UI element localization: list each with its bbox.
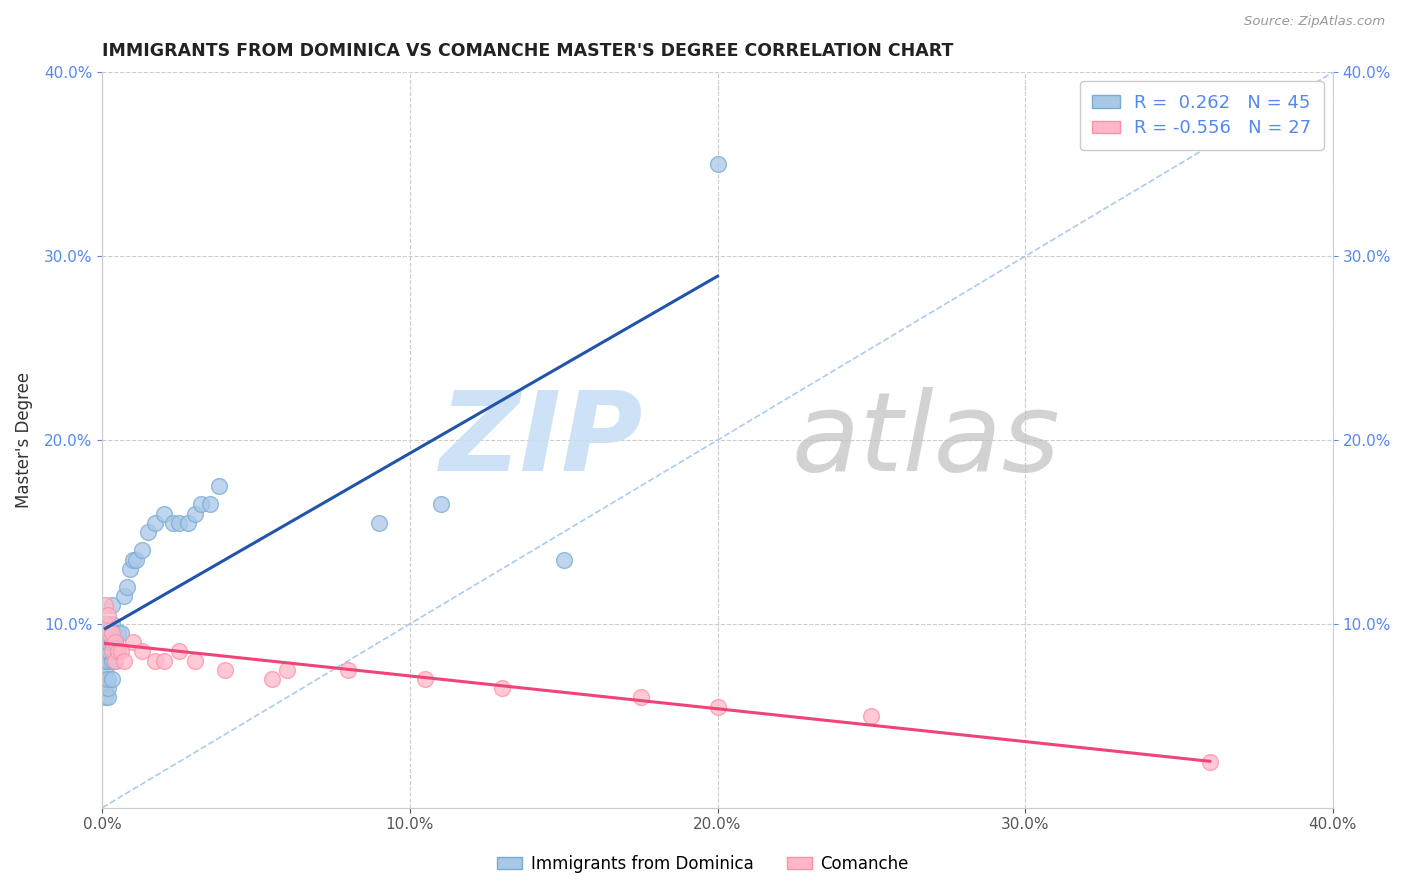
Point	[122, 552, 145, 566]
Text: ZIP: ZIP	[440, 386, 644, 493]
Point	[97, 690, 120, 705]
Point	[107, 644, 129, 658]
Point	[125, 552, 148, 566]
Point	[112, 589, 135, 603]
Point	[198, 497, 221, 511]
Point	[706, 699, 728, 714]
Point	[630, 690, 652, 705]
Point	[112, 654, 135, 668]
Point	[94, 663, 117, 677]
Point	[177, 516, 200, 530]
Point	[118, 562, 141, 576]
Point	[104, 654, 127, 668]
Point	[415, 672, 437, 686]
Point	[190, 497, 212, 511]
Point	[143, 516, 166, 530]
Point	[107, 644, 129, 658]
Point	[138, 524, 160, 539]
Point	[97, 654, 120, 668]
Legend: Immigrants from Dominica, Comanche: Immigrants from Dominica, Comanche	[491, 848, 915, 880]
Point	[153, 654, 176, 668]
Point	[429, 497, 451, 511]
Point	[97, 616, 120, 631]
Point	[97, 681, 120, 696]
Point	[100, 672, 122, 686]
Point	[276, 663, 298, 677]
Point	[94, 599, 117, 613]
Point	[94, 635, 117, 649]
Point	[167, 516, 190, 530]
Point	[183, 507, 205, 521]
Point	[94, 626, 117, 640]
Point	[491, 681, 513, 696]
Point	[153, 507, 176, 521]
Point	[100, 644, 122, 658]
Point	[553, 552, 575, 566]
Point	[100, 599, 122, 613]
Point	[100, 635, 122, 649]
Point	[94, 616, 117, 631]
Point	[97, 607, 120, 622]
Point	[183, 654, 205, 668]
Point	[131, 543, 153, 558]
Point	[104, 635, 127, 649]
Point	[100, 654, 122, 668]
Point	[97, 635, 120, 649]
Point	[97, 626, 120, 640]
Point	[97, 672, 120, 686]
Point	[115, 580, 138, 594]
Point	[208, 479, 231, 493]
Point	[368, 516, 391, 530]
Point	[162, 516, 184, 530]
Point	[107, 626, 129, 640]
Point	[94, 690, 117, 705]
Point	[860, 708, 883, 723]
Point	[110, 644, 132, 658]
Point	[97, 644, 120, 658]
Point	[100, 616, 122, 631]
Point	[104, 635, 127, 649]
Text: atlas: atlas	[792, 386, 1060, 493]
Text: IMMIGRANTS FROM DOMINICA VS COMANCHE MASTER'S DEGREE CORRELATION CHART: IMMIGRANTS FROM DOMINICA VS COMANCHE MAS…	[103, 42, 953, 60]
Legend: R =  0.262   N = 45, R = -0.556   N = 27: R = 0.262 N = 45, R = -0.556 N = 27	[1080, 81, 1324, 150]
Point	[214, 663, 236, 677]
Point	[94, 672, 117, 686]
Point	[143, 654, 166, 668]
Point	[1198, 755, 1220, 769]
Point	[94, 654, 117, 668]
Text: Source: ZipAtlas.com: Source: ZipAtlas.com	[1244, 15, 1385, 28]
Point	[131, 644, 153, 658]
Point	[260, 672, 283, 686]
Point	[94, 681, 117, 696]
Point	[337, 663, 360, 677]
Point	[104, 654, 127, 668]
Point	[122, 635, 145, 649]
Point	[94, 644, 117, 658]
Point	[167, 644, 190, 658]
Point	[110, 626, 132, 640]
Point	[100, 626, 122, 640]
Y-axis label: Master's Degree: Master's Degree	[15, 372, 32, 508]
Point	[706, 157, 728, 171]
